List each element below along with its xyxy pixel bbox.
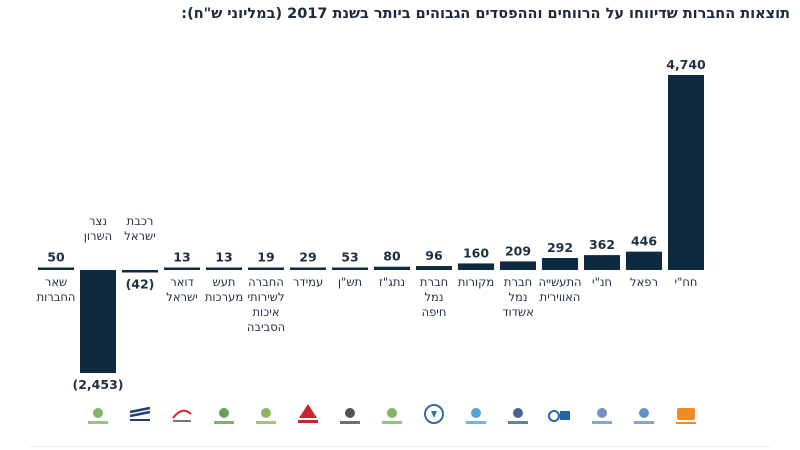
bar-14 bbox=[80, 270, 116, 373]
imi-logo bbox=[214, 408, 234, 424]
mekorot-logo bbox=[466, 408, 486, 424]
bar-5 bbox=[458, 263, 494, 270]
value-label-10: 19 bbox=[257, 250, 274, 265]
bar-9 bbox=[290, 267, 326, 270]
category-label-10: החברה לשירותי איכות הסביבה bbox=[247, 275, 285, 334]
value-label-3: 292 bbox=[547, 240, 573, 255]
value-label-14: (2,453) bbox=[73, 377, 124, 392]
bar-8 bbox=[332, 267, 368, 270]
bar-11 bbox=[206, 267, 242, 270]
value-label-6: 96 bbox=[425, 248, 443, 263]
footer-divider bbox=[30, 446, 770, 447]
bar-0 bbox=[668, 75, 704, 270]
value-label-1: 446 bbox=[631, 234, 657, 249]
value-label-5: 160 bbox=[463, 245, 489, 260]
value-label-7: 80 bbox=[383, 249, 401, 264]
bar-15 bbox=[38, 267, 74, 270]
bar-12 bbox=[164, 267, 200, 270]
value-label-15: 50 bbox=[47, 250, 65, 265]
category-label-7: נתג"ז bbox=[379, 275, 405, 289]
category-label-9: עמידר bbox=[293, 275, 323, 289]
value-label-9: 29 bbox=[299, 250, 316, 265]
natgaz-logo bbox=[382, 408, 402, 424]
chart-title: תוצאות החברות שדיווחו על הרווחים וההפסדי… bbox=[181, 6, 790, 22]
environment-logo bbox=[256, 408, 276, 424]
bar-10 bbox=[248, 267, 284, 270]
iai-logo bbox=[548, 410, 570, 422]
tashan-logo bbox=[340, 408, 360, 424]
category-label-13: רכבת ישראל bbox=[124, 214, 155, 243]
value-label-11: 13 bbox=[215, 250, 232, 265]
category-label-6: חברת נמל חיפה bbox=[420, 275, 448, 319]
value-label-2: 362 bbox=[589, 237, 615, 252]
bar-7 bbox=[374, 266, 410, 270]
israel-post-logo bbox=[172, 409, 192, 422]
category-label-11: תעש מערכות bbox=[205, 275, 243, 304]
rafael-logo bbox=[634, 408, 654, 424]
category-label-1: רפאל bbox=[630, 275, 658, 289]
category-label-15: שאר החברות bbox=[37, 275, 76, 304]
bar-4 bbox=[500, 261, 536, 270]
value-label-13: (42) bbox=[126, 277, 155, 292]
bar-6 bbox=[416, 266, 452, 270]
category-label-8: תש"ן bbox=[338, 275, 362, 289]
ashdod-port-logo bbox=[508, 408, 528, 424]
category-label-0: חח"י bbox=[675, 275, 698, 289]
hanal-logo bbox=[592, 408, 612, 424]
value-label-0: 4,740 bbox=[666, 57, 706, 72]
bar-2 bbox=[584, 255, 620, 270]
category-label-2: חנ"י bbox=[592, 275, 612, 289]
value-label-8: 53 bbox=[341, 250, 358, 265]
category-label-4: חברת נמל אשדוד bbox=[502, 275, 534, 319]
netzer-hasharon-logo bbox=[88, 408, 108, 424]
bar-1 bbox=[626, 251, 662, 270]
bar-3 bbox=[542, 257, 578, 270]
amidar-logo bbox=[298, 404, 318, 423]
haifa-port-logo bbox=[424, 404, 444, 424]
category-label-5: מקורות bbox=[458, 275, 494, 289]
category-label-3: התעשייה האווירית bbox=[538, 275, 581, 304]
category-label-14: נצר השרון bbox=[84, 214, 112, 243]
iec-logo bbox=[676, 408, 696, 424]
category-label-12: דואר ישראל bbox=[166, 275, 197, 304]
value-label-4: 209 bbox=[505, 243, 531, 258]
bar-13 bbox=[122, 270, 158, 273]
israel-railways-logo bbox=[129, 406, 151, 421]
value-label-12: 13 bbox=[173, 250, 190, 265]
